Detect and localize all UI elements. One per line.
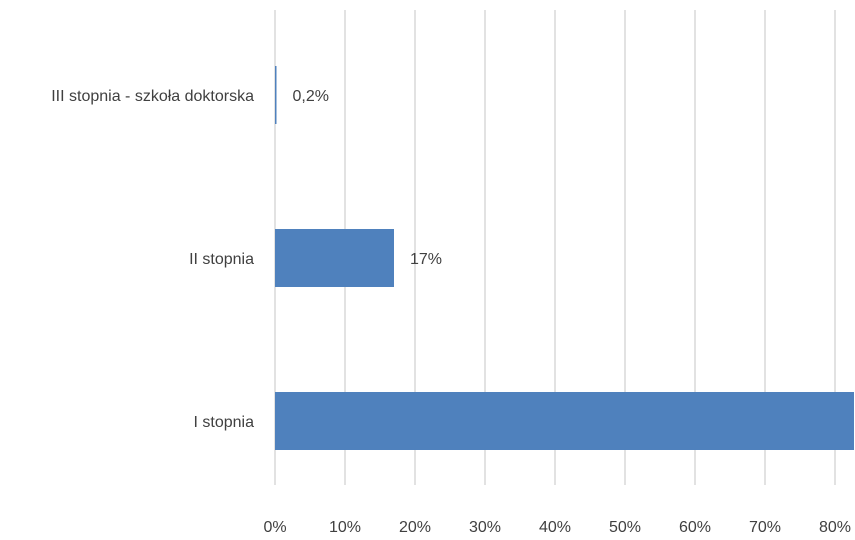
x-tick-label: 10% (329, 519, 361, 536)
bar (275, 229, 394, 287)
x-tick-label: 40% (539, 519, 571, 536)
x-tick-label: 20% (399, 519, 431, 536)
bar (275, 392, 854, 450)
gridlines (274, 10, 836, 485)
x-tick-label: 70% (749, 519, 781, 536)
category-label: II stopnia (189, 251, 254, 268)
labels: 0% 10% 20% 30% 40% 50% 60% 70% 80% III stopnia - … (51, 88, 851, 536)
x-tick-label: 30% (469, 519, 501, 536)
x-tick-label: 50% (609, 519, 641, 536)
x-tick-label: 0% (263, 519, 286, 536)
data-label: 17% (410, 251, 442, 268)
bars (275, 66, 854, 450)
category-label: I stopnia (194, 414, 255, 431)
x-tick-label: 80% (819, 519, 851, 536)
category-label: III stopnia - szkoła doktorska (51, 88, 254, 105)
x-tick-label: 60% (679, 519, 711, 536)
bar (275, 66, 277, 124)
data-label: 0,2% (293, 88, 329, 105)
